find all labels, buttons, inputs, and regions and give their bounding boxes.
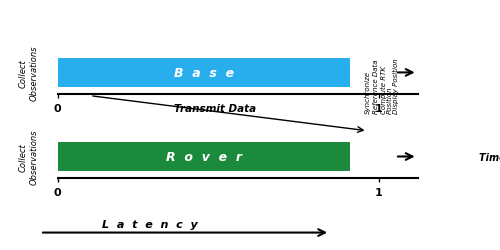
Text: Time (seconds): Time (seconds) <box>478 152 500 162</box>
Text: Collect
Observations: Collect Observations <box>19 129 38 184</box>
Text: Compute RTK: Compute RTK <box>381 65 387 113</box>
Text: Reference Data: Reference Data <box>373 59 379 113</box>
Text: R  o  v  e  r: R o v e r <box>166 150 242 163</box>
Text: Synchronize: Synchronize <box>366 70 372 113</box>
Text: Position: Position <box>387 86 393 113</box>
Text: Collect
Observations: Collect Observations <box>19 46 38 101</box>
Bar <box>58 59 350 87</box>
Text: B  a  s  e: B a s e <box>174 67 234 80</box>
Text: Transmit Data: Transmit Data <box>174 104 256 114</box>
Text: L  a  t  e  n  c  y: L a t e n c y <box>102 220 198 230</box>
Text: Display Position: Display Position <box>394 58 400 113</box>
Bar <box>58 143 350 171</box>
